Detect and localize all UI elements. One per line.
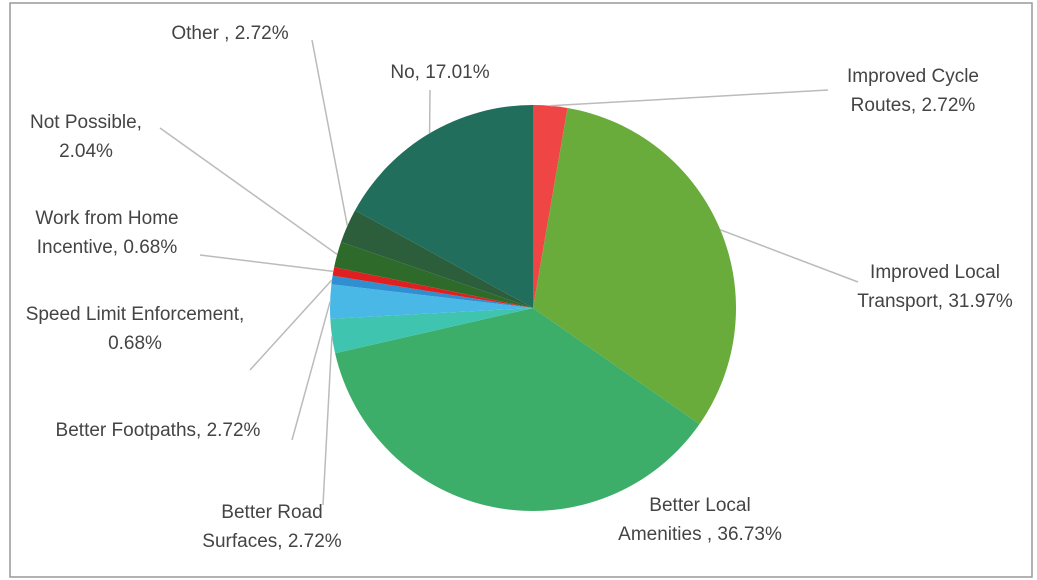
leader-line	[249, 279, 333, 371]
pie-slice	[533, 107, 736, 425]
leader-line	[291, 301, 331, 441]
data-label: Other , 2.72%	[130, 19, 330, 48]
leader-line	[322, 336, 333, 506]
leader-line	[720, 229, 859, 283]
data-label: Work from Home Incentive, 0.68%	[7, 204, 207, 262]
label-name: Better Local Amenities ,	[618, 495, 751, 545]
data-label: Improved Local Transport, 31.97%	[850, 258, 1020, 316]
data-label: Speed Limit Enforcement, 0.68%	[15, 300, 255, 358]
data-label: No, 17.01%	[360, 58, 520, 87]
leader-line	[311, 39, 349, 227]
frame	[9, 2, 1033, 578]
label-name: Better Road Surfaces,	[202, 502, 323, 552]
pie-slice	[341, 210, 533, 308]
label-name: Not Possible,	[30, 112, 142, 133]
label-value: 2.72%	[206, 420, 261, 441]
label-value: 17.01%	[425, 62, 490, 83]
label-name: Speed Limit Enforcement,	[25, 304, 245, 325]
pie-slice	[330, 308, 533, 354]
label-value: 31.97%	[948, 291, 1013, 312]
pie-slice	[331, 275, 533, 308]
data-label: Better Footpaths, 2.72%	[18, 416, 298, 445]
label-value: 2.72%	[234, 23, 289, 44]
label-name: Other ,	[171, 23, 230, 44]
label-name: Improved Local Transport,	[857, 262, 1000, 312]
pie-slice	[334, 242, 533, 308]
label-value: 2.72%	[921, 95, 976, 116]
label-name: Better Footpaths,	[55, 420, 202, 441]
data-label: Not Possible, 2.04%	[1, 108, 171, 166]
label-name: Work from Home Incentive,	[35, 208, 179, 258]
label-name: Improved Cycle Routes,	[847, 66, 979, 116]
label-name: No,	[390, 62, 420, 83]
label-value: 2.72%	[287, 531, 342, 552]
pie-slice	[355, 105, 533, 308]
pie-slice	[335, 308, 700, 511]
leader-line	[159, 127, 338, 256]
leader-line	[199, 254, 334, 273]
pie-slice	[332, 267, 533, 308]
leader-line	[550, 89, 829, 107]
label-value: 0.68%	[123, 237, 178, 258]
label-value: 36.73%	[717, 524, 782, 545]
data-label: Better Road Surfaces, 2.72%	[187, 498, 357, 556]
pie-slice	[329, 284, 533, 319]
label-value: 2.04%	[59, 141, 113, 162]
label-value: 0.68%	[108, 333, 162, 354]
data-label: Improved Cycle Routes, 2.72%	[813, 62, 1013, 120]
pie-slice	[533, 105, 568, 308]
data-label: Better Local Amenities , 36.73%	[615, 491, 785, 549]
